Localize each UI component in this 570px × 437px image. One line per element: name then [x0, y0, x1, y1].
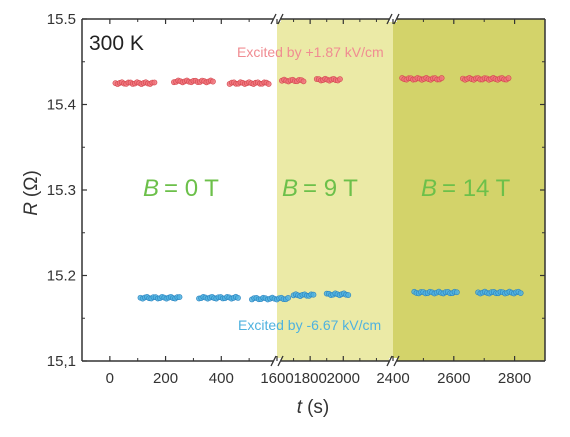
data-cluster-s1-4: [323, 290, 352, 299]
x-axis-title: t (s): [297, 397, 329, 418]
data-cluster-s0-2: [226, 79, 272, 87]
axis-break-mark: [277, 355, 284, 367]
field-value-9T: = 9 T: [303, 175, 358, 202]
data-cluster-s1-3: [290, 291, 317, 299]
data-cluster-s0-3: [279, 76, 307, 85]
data-cluster-s0-4: [313, 75, 343, 84]
field-region-1: [277, 19, 393, 361]
series-label-negative-field: Excited by -6.67 kV/cm: [238, 317, 381, 333]
field-label-0T: B = 0 T: [143, 175, 219, 202]
field-symbol-14T: B: [421, 175, 437, 202]
data-point: [505, 75, 512, 82]
data-point: [176, 294, 183, 300]
y-tick-label: 15.3: [47, 182, 76, 199]
x-tick-label: 400: [209, 370, 234, 387]
x-tick-label: 2600: [437, 370, 470, 387]
data-point: [337, 76, 343, 83]
x-tick-label: 200: [153, 370, 178, 387]
x-tick-label: 2000: [327, 370, 360, 387]
field-label-14T: B = 14 T: [421, 175, 511, 202]
y-axis-unit: (Ω): [21, 170, 42, 197]
data-point: [235, 294, 241, 301]
x-tick-label: 2400: [376, 370, 409, 387]
data-point: [265, 81, 272, 87]
y-tick-label: 15.4: [47, 97, 76, 114]
axis-break-mark: [393, 13, 400, 25]
x-axis-unit: (s): [307, 397, 329, 418]
data-point: [210, 78, 216, 85]
data-cluster-s0-5: [399, 75, 445, 83]
temperature-label: 300 K: [89, 32, 144, 55]
data-cluster-s0-0: [112, 79, 158, 87]
data-point: [285, 294, 292, 301]
field-value-14T: = 14 T: [442, 175, 511, 202]
axis-break-mark: [393, 355, 400, 367]
data-point: [151, 79, 158, 86]
x-axis-symbol: t: [297, 397, 303, 418]
data-cluster-s0-6: [460, 75, 512, 83]
field-symbol-9T: B: [282, 175, 298, 202]
data-point: [517, 290, 524, 297]
axis-break-mark: [270, 355, 277, 367]
data-point: [300, 78, 307, 85]
data-point: [438, 75, 445, 81]
y-axis-title: R (Ω): [21, 170, 42, 216]
axis-break-mark: [386, 355, 393, 367]
y-tick-label: 15.2: [47, 268, 76, 285]
data-point: [310, 291, 317, 298]
x-tick-label: 1600: [260, 370, 293, 387]
field-symbol-0T: B: [143, 175, 159, 202]
data-cluster-s1-1: [196, 293, 241, 302]
data-cluster-s1-2: [249, 294, 292, 303]
axis-break-mark: [270, 13, 277, 25]
data-cluster-s1-5: [411, 288, 460, 297]
x-tick-label: 1800: [293, 370, 326, 387]
y-axis-symbol: R: [21, 202, 42, 216]
field-label-9T: B = 9 T: [282, 175, 358, 202]
data-point: [345, 292, 352, 298]
data-cluster-s1-0: [137, 293, 183, 302]
series-label-positive-field: Excited by +1.87 kV/cm: [237, 44, 384, 60]
field-value-0T: = 0 T: [164, 175, 219, 202]
y-tick-label: 15.5: [47, 11, 76, 28]
data-point: [453, 289, 460, 296]
y-tick-label: 15,1: [47, 353, 76, 370]
data-cluster-s1-6: [475, 288, 524, 297]
axis-break-mark: [386, 13, 393, 25]
axis-break-mark: [277, 13, 284, 25]
x-tick-label: 2800: [498, 370, 531, 387]
data-cluster-s0-1: [171, 77, 216, 86]
x-tick-label: 0: [106, 370, 114, 387]
